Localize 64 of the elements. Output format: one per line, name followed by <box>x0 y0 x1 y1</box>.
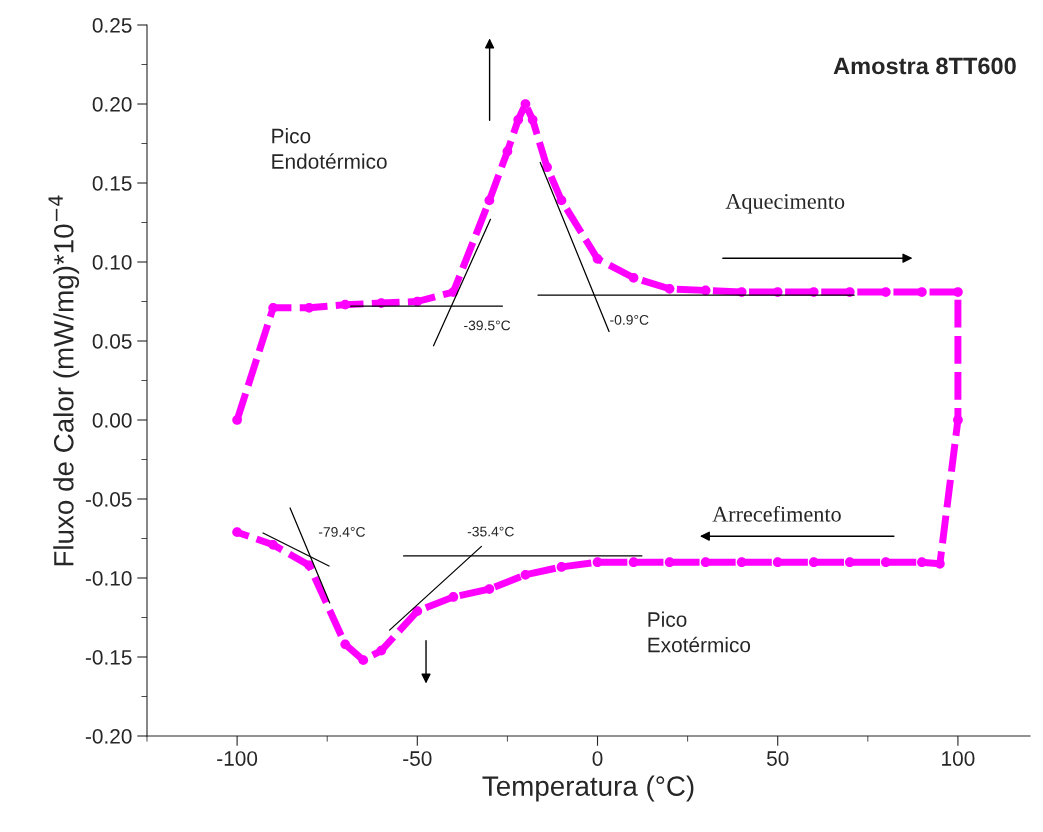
point <box>736 557 747 568</box>
point <box>628 272 639 283</box>
point <box>376 645 387 656</box>
point <box>484 195 495 206</box>
annotation: Pico Exotérmico <box>648 611 751 653</box>
annotation: Arrecefimento <box>712 505 841 522</box>
y-tick-label: -0.10 <box>85 571 132 586</box>
point <box>304 560 315 571</box>
point <box>953 415 963 425</box>
point <box>628 557 639 568</box>
point <box>448 592 459 602</box>
point <box>953 287 963 297</box>
annotation: -79.4°C <box>318 527 365 537</box>
annotation: Aquecimento <box>725 193 845 214</box>
point <box>358 655 369 666</box>
point <box>268 539 278 550</box>
point <box>592 253 603 264</box>
point <box>520 99 531 109</box>
y-tick-label: -0.20 <box>85 729 132 744</box>
x-tick-label: 50 <box>766 751 789 766</box>
y-tick-label: 0.10 <box>92 255 132 270</box>
y-tick-label: 0.05 <box>92 334 132 349</box>
y-tick-label: 0.25 <box>92 18 132 33</box>
x-tick-label: -50 <box>403 751 432 766</box>
point <box>527 114 538 125</box>
y-tick-label: -0.05 <box>85 492 132 507</box>
point <box>520 569 531 580</box>
annotation: -0.9°C <box>610 314 649 325</box>
point <box>542 162 552 173</box>
point <box>772 557 783 568</box>
point <box>556 562 567 572</box>
point <box>592 557 603 568</box>
x-tick-label: -100 <box>217 751 258 766</box>
y-tick-label: 0.15 <box>92 176 132 191</box>
point <box>513 114 524 125</box>
y-tick-label: 0.20 <box>92 97 132 112</box>
point <box>268 302 278 313</box>
point <box>232 415 242 425</box>
point <box>412 296 423 307</box>
y-tick-label: -0.15 <box>85 650 132 665</box>
point <box>880 557 891 568</box>
point <box>844 557 855 568</box>
text: Amostra 8TT600 <box>833 57 1016 75</box>
point <box>664 284 675 294</box>
point <box>412 606 423 617</box>
point <box>917 287 927 297</box>
point <box>556 195 567 206</box>
x-tick-label: 0 <box>592 751 603 766</box>
point <box>232 527 242 538</box>
y-axis-title: Fluxo de Calor (mW/mg)*10$^{−4}$ <box>48 195 80 566</box>
point <box>700 557 711 568</box>
annotation: Pico Endotérmico <box>272 128 387 169</box>
y-tick-label: 0.00 <box>92 413 132 428</box>
annotation: -39.5°C <box>464 320 511 331</box>
point <box>484 584 495 594</box>
point <box>808 557 819 568</box>
point <box>917 557 927 568</box>
annotation: -35.4°C <box>467 526 514 537</box>
x-tick-label: 100 <box>942 751 975 766</box>
point <box>664 557 675 568</box>
point <box>700 285 711 296</box>
point <box>340 639 351 650</box>
x-axis-title: Temperatura (°C) <box>482 775 694 802</box>
point <box>502 146 513 157</box>
